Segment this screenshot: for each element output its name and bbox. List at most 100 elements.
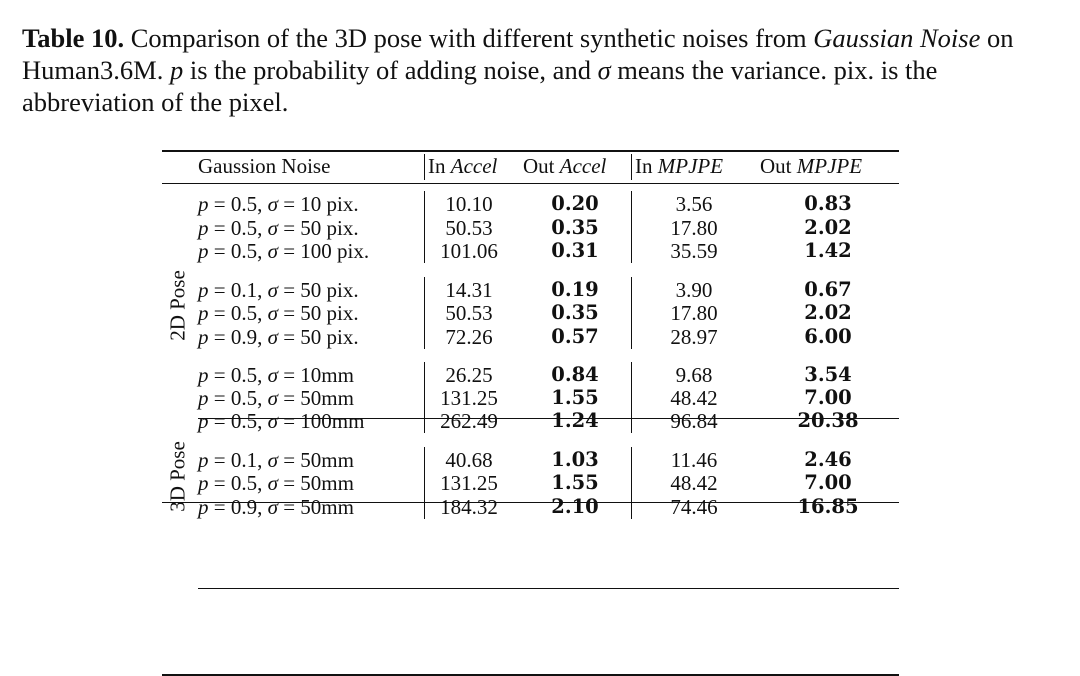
sigma-value: 50mm — [300, 448, 354, 472]
header-out-mpjpe: Out MPJPE — [760, 154, 862, 178]
in-mpjpe-value: 35.59 — [670, 239, 718, 263]
p-value: 0.5 — [230, 216, 258, 240]
p-value: 0.1 — [230, 278, 258, 302]
column-separator — [631, 447, 633, 519]
sigma-symbol: σ — [267, 495, 278, 519]
out-mpjpe-value: 1.42 — [804, 239, 852, 262]
p-symbol: p — [198, 409, 209, 433]
in-mpjpe-value: 48.42 — [670, 386, 718, 410]
noise-condition: p = 0.5, σ = 50 pix. — [198, 216, 359, 240]
p-symbol: p — [198, 325, 209, 349]
p-value: 0.5 — [230, 471, 258, 495]
noise-condition: p = 0.5, σ = 50mm — [198, 386, 354, 410]
out-mpjpe-value: 20.38 — [797, 409, 859, 432]
p-symbol: p — [198, 278, 209, 302]
in-mpjpe-value: 11.46 — [670, 448, 718, 472]
out-accel-value: 0.84 — [551, 363, 599, 386]
header-out-accel-prefix: Out — [523, 154, 560, 178]
caption-sigma-symbol: σ — [597, 55, 611, 85]
p-value: 0.9 — [230, 495, 258, 519]
p-value: 0.5 — [230, 409, 258, 433]
sigma-symbol: σ — [267, 301, 278, 325]
column-separator — [424, 362, 426, 433]
header-separator-2 — [631, 154, 633, 180]
in-accel-value: 14.31 — [445, 278, 493, 302]
in-mpjpe-value: 3.90 — [675, 278, 713, 302]
in-accel-value: 26.25 — [445, 363, 493, 387]
caption-text-3: is the probability of adding noise, and — [183, 55, 598, 85]
in-accel-value: 184.32 — [440, 495, 498, 519]
in-mpjpe-value: 74.46 — [670, 495, 718, 519]
caption-text-2: on Human3.6M. — [22, 23, 1014, 85]
sigma-symbol: σ — [267, 325, 278, 349]
out-accel-value: 0.31 — [551, 239, 599, 262]
out-accel-value: 0.20 — [551, 192, 599, 215]
p-symbol: p — [198, 363, 209, 387]
caption-label: Table 10. — [22, 23, 125, 53]
out-mpjpe-value: 6.00 — [804, 325, 852, 348]
noise-condition: p = 0.1, σ = 50 pix. — [198, 278, 359, 302]
caption-p-symbol: p — [169, 55, 184, 85]
column-separator — [631, 191, 633, 263]
out-mpjpe-value: 0.83 — [804, 192, 852, 215]
in-accel-value: 131.25 — [440, 386, 498, 410]
header-in-accel: In Accel — [428, 154, 497, 178]
header-out-mpjpe-italic: MPJPE — [796, 154, 863, 178]
out-accel-value: 1.24 — [551, 409, 599, 432]
header-in-mpjpe-prefix: In — [635, 154, 658, 178]
out-mpjpe-value: 7.00 — [804, 471, 852, 494]
column-separator — [631, 362, 633, 433]
p-symbol: p — [198, 495, 209, 519]
header-noise: Gaussion Noise — [198, 154, 330, 178]
noise-condition: p = 0.5, σ = 50mm — [198, 471, 354, 495]
header-separator-1 — [424, 154, 426, 180]
in-mpjpe-value: 17.80 — [670, 216, 718, 240]
column-separator — [424, 447, 426, 519]
in-mpjpe-value: 3.56 — [675, 192, 713, 216]
noise-condition: p = 0.9, σ = 50mm — [198, 495, 354, 519]
out-mpjpe-value: 0.67 — [804, 278, 852, 301]
in-accel-value: 10.10 — [445, 192, 493, 216]
noise-condition: p = 0.1, σ = 50mm — [198, 448, 354, 472]
sigma-symbol: σ — [267, 278, 278, 302]
header-in-accel-italic: Accel — [450, 154, 498, 178]
p-symbol: p — [198, 448, 209, 472]
header-in-mpjpe: In MPJPE — [635, 154, 723, 178]
p-symbol: p — [198, 301, 209, 325]
sigma-symbol: σ — [267, 471, 278, 495]
out-mpjpe-value: 2.46 — [804, 448, 852, 471]
in-mpjpe-value: 96.84 — [670, 409, 718, 433]
p-value: 0.5 — [230, 363, 258, 387]
in-accel-value: 50.53 — [445, 301, 493, 325]
sigma-symbol: σ — [267, 386, 278, 410]
sigma-symbol: σ — [267, 192, 278, 216]
noise-condition: p = 0.5, σ = 10mm — [198, 363, 354, 387]
p-value: 0.5 — [230, 386, 258, 410]
in-mpjpe-value: 28.97 — [670, 325, 718, 349]
group-label-2d-pose: 2D Pose — [165, 270, 190, 341]
sigma-value: 10 pix. — [300, 192, 359, 216]
in-accel-value: 101.06 — [440, 239, 498, 263]
sigma-symbol: σ — [267, 448, 278, 472]
out-accel-value: 0.19 — [551, 278, 599, 301]
sigma-value: 10mm — [300, 363, 354, 387]
in-accel-value: 72.26 — [445, 325, 493, 349]
sigma-value: 100mm — [300, 409, 365, 433]
sigma-value: 50mm — [300, 386, 354, 410]
noise-condition: p = 0.5, σ = 50 pix. — [198, 301, 359, 325]
noise-condition: p = 0.5, σ = 100mm — [198, 409, 365, 433]
caption-italic-noise: Gaussian Noise — [813, 23, 981, 53]
header-out-accel: Out Accel — [523, 154, 606, 178]
header-in-accel-prefix: In — [428, 154, 451, 178]
sigma-value: 50 pix. — [300, 278, 359, 302]
p-value: 0.9 — [230, 325, 258, 349]
noise-condition: p = 0.9, σ = 50 pix. — [198, 325, 359, 349]
header-out-mpjpe-prefix: Out — [760, 154, 797, 178]
header-out-accel-italic: Accel — [559, 154, 607, 178]
header-noise-label: Gaussion Noise — [198, 154, 331, 178]
in-mpjpe-value: 17.80 — [670, 301, 718, 325]
out-mpjpe-value: 2.02 — [804, 216, 852, 239]
header-in-mpjpe-italic: MPJPE — [657, 154, 724, 178]
top-rule — [162, 150, 899, 152]
out-mpjpe-value: 7.00 — [804, 386, 852, 409]
